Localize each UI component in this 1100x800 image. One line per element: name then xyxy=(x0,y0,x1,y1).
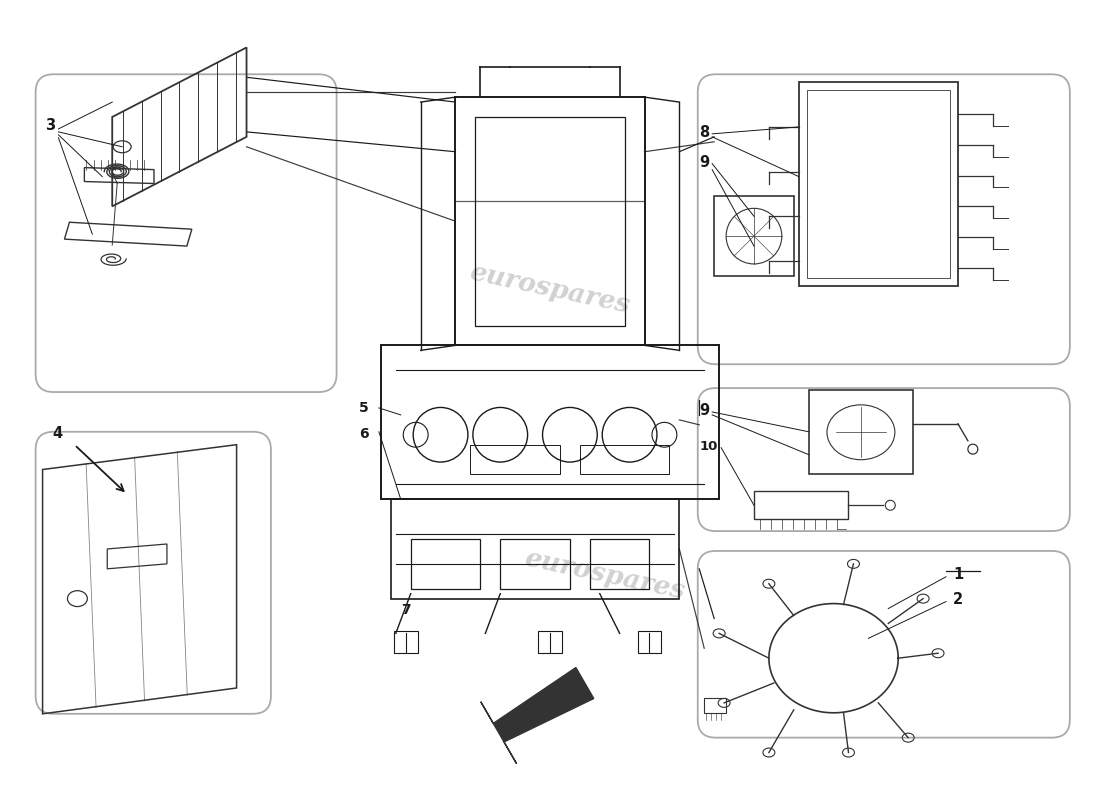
Bar xyxy=(471,445,560,474)
Text: 5: 5 xyxy=(359,401,369,415)
Text: eurospares: eurospares xyxy=(150,275,315,334)
Bar xyxy=(754,491,848,519)
Text: eurospares: eurospares xyxy=(468,259,632,318)
Bar xyxy=(799,82,958,286)
Bar xyxy=(410,539,481,589)
Bar xyxy=(500,539,570,589)
Text: eurospares: eurospares xyxy=(752,466,917,525)
FancyBboxPatch shape xyxy=(697,388,1070,531)
FancyBboxPatch shape xyxy=(35,432,271,714)
Bar xyxy=(638,631,661,654)
Text: 9: 9 xyxy=(700,403,710,418)
Bar xyxy=(580,445,670,474)
Text: 3: 3 xyxy=(45,118,55,133)
Bar xyxy=(704,698,726,713)
Text: 4: 4 xyxy=(53,426,63,441)
Bar xyxy=(394,631,418,654)
FancyBboxPatch shape xyxy=(35,74,337,392)
Text: 6: 6 xyxy=(359,426,369,441)
Bar xyxy=(590,539,649,589)
Text: 8: 8 xyxy=(700,125,710,140)
FancyBboxPatch shape xyxy=(697,551,1070,738)
Bar xyxy=(806,90,950,278)
Polygon shape xyxy=(481,667,594,764)
Bar xyxy=(714,197,794,276)
Bar xyxy=(808,390,913,474)
Text: 2: 2 xyxy=(953,591,964,606)
Text: 7: 7 xyxy=(400,602,410,617)
Text: 9: 9 xyxy=(700,154,710,170)
FancyBboxPatch shape xyxy=(697,74,1070,364)
Text: eurospares: eurospares xyxy=(522,546,688,604)
Text: 10: 10 xyxy=(700,440,717,453)
Text: 1: 1 xyxy=(953,566,964,582)
Bar xyxy=(538,631,562,654)
